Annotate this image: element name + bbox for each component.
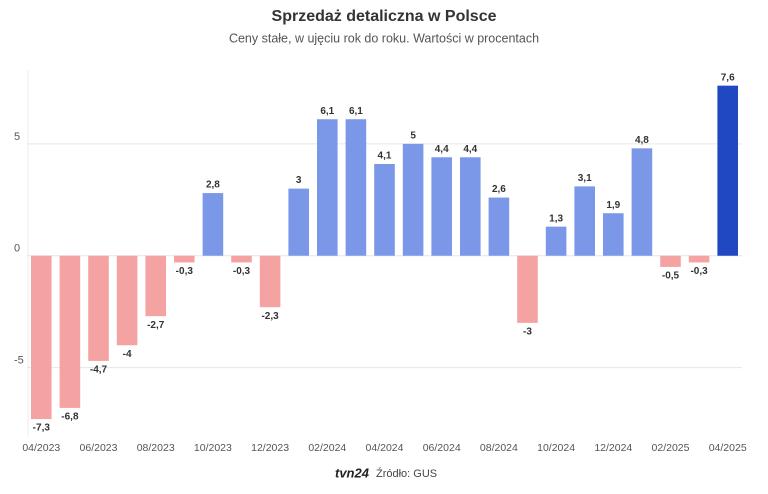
value-label: 1,3 bbox=[549, 213, 563, 224]
bar bbox=[31, 255, 52, 420]
value-label: -0,3 bbox=[690, 266, 708, 277]
x-tick-label: 06/2024 bbox=[423, 442, 461, 454]
bar bbox=[688, 255, 710, 263]
value-label: 4,4 bbox=[463, 144, 477, 155]
bar bbox=[259, 255, 281, 308]
value-label: -7,3 bbox=[33, 423, 51, 434]
x-tick-label: 02/2024 bbox=[308, 442, 346, 454]
bar bbox=[202, 193, 224, 256]
bar bbox=[603, 213, 624, 256]
value-label: 3 bbox=[296, 175, 302, 186]
x-tick-label: 10/2023 bbox=[194, 442, 232, 454]
value-label: -2,7 bbox=[147, 320, 165, 331]
y-tick-label: 0 bbox=[14, 243, 20, 255]
bar bbox=[345, 119, 367, 256]
bar bbox=[431, 157, 452, 256]
value-label: 2,6 bbox=[492, 184, 506, 195]
value-label: -2,3 bbox=[261, 311, 279, 322]
bar bbox=[116, 255, 138, 346]
value-label: 3,1 bbox=[578, 173, 592, 184]
bar bbox=[59, 255, 81, 408]
value-label: -0,5 bbox=[662, 271, 680, 282]
bar bbox=[231, 255, 252, 263]
value-label: -6,8 bbox=[61, 412, 79, 423]
bar bbox=[317, 119, 338, 256]
value-label: 4,8 bbox=[635, 135, 649, 146]
bar bbox=[574, 186, 595, 256]
x-tick-label: 12/2024 bbox=[594, 442, 632, 454]
x-tick-label: 06/2023 bbox=[80, 442, 118, 454]
bar bbox=[660, 255, 681, 267]
value-label: 4,1 bbox=[378, 151, 392, 162]
x-tick-label: 04/2024 bbox=[366, 442, 404, 454]
x-tick-label: 12/2023 bbox=[251, 442, 289, 454]
bar bbox=[460, 157, 481, 256]
value-label: -0,3 bbox=[176, 266, 194, 277]
bar bbox=[174, 255, 195, 263]
bar bbox=[717, 85, 738, 256]
bar bbox=[88, 255, 109, 361]
bar bbox=[145, 255, 166, 317]
x-tick-label: 02/2025 bbox=[652, 442, 690, 454]
y-tick-label: 5 bbox=[14, 131, 20, 143]
value-label: 6,1 bbox=[320, 106, 334, 117]
bar bbox=[631, 148, 653, 256]
value-label: 7,6 bbox=[721, 72, 735, 83]
chart-title: Sprzedaż detaliczna w Polsce bbox=[272, 8, 497, 25]
x-tick-label: 10/2024 bbox=[537, 442, 575, 454]
value-label: 2,8 bbox=[206, 180, 220, 191]
bar bbox=[402, 143, 424, 256]
x-tick-label: 04/2025 bbox=[709, 442, 747, 454]
value-label: 5 bbox=[410, 130, 416, 141]
value-label: -4 bbox=[123, 349, 132, 360]
bar bbox=[374, 163, 395, 256]
value-label: -3 bbox=[523, 327, 532, 338]
y-tick-label: -5 bbox=[14, 355, 24, 367]
value-label: 4,4 bbox=[435, 144, 449, 155]
x-tick-label: 08/2023 bbox=[137, 442, 175, 454]
x-tick-label: 04/2023 bbox=[22, 442, 60, 454]
bar bbox=[488, 197, 510, 256]
bar bbox=[288, 188, 309, 256]
value-label: -0,3 bbox=[233, 266, 251, 277]
x-tick-label: 08/2024 bbox=[480, 442, 518, 454]
chart-subtitle: Ceny stałe, w ujęciu rok do roku. Wartoś… bbox=[229, 31, 539, 45]
value-label: 6,1 bbox=[349, 106, 363, 117]
source: Źródło: GUS bbox=[376, 467, 437, 480]
value-label: -4,7 bbox=[90, 365, 108, 376]
bar bbox=[517, 255, 538, 323]
logo: tvn24 bbox=[335, 465, 370, 480]
bar bbox=[545, 226, 567, 256]
value-label: 1,9 bbox=[606, 200, 620, 211]
